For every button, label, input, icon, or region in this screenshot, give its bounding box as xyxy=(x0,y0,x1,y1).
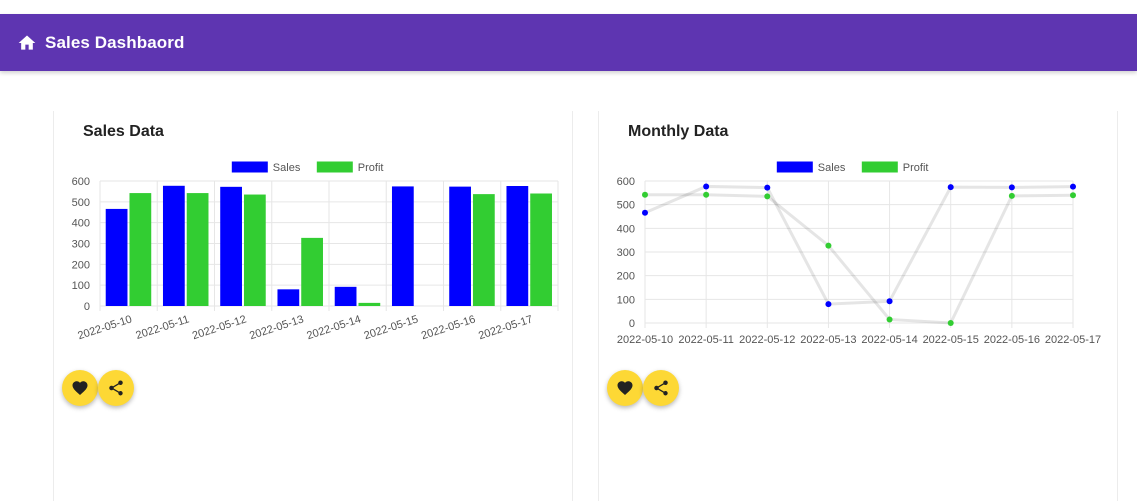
series-line-profit xyxy=(645,193,1074,325)
point-sales-2022-05-15 xyxy=(947,184,954,191)
x-tick-label: 2022-05-13 xyxy=(800,334,856,346)
legend-label-sales: Sales xyxy=(273,162,301,174)
y-tick-label: 200 xyxy=(72,259,90,271)
bar-sales-2022-05-14 xyxy=(334,286,357,306)
y-tick-label: 600 xyxy=(617,176,635,188)
like-button[interactable] xyxy=(62,370,98,406)
bar-sales-2022-05-17 xyxy=(506,186,529,306)
point-profit-2022-05-14 xyxy=(886,316,893,323)
share-icon xyxy=(654,380,668,396)
point-profit-2022-05-13 xyxy=(825,242,832,249)
y-tick-label: 300 xyxy=(72,239,90,251)
bar-profit-2022-05-13 xyxy=(301,237,323,306)
x-tick-label: 2022-05-15 xyxy=(363,313,420,342)
legend-label-sales: Sales xyxy=(818,162,846,174)
legend-swatch-sales xyxy=(776,161,813,173)
point-profit-2022-05-17 xyxy=(1070,192,1076,199)
bar-sales-2022-05-12 xyxy=(220,186,242,306)
y-tick-label: 300 xyxy=(617,247,635,259)
card-title: Sales Data xyxy=(83,123,164,140)
y-tick-label: 200 xyxy=(617,271,635,283)
share-button[interactable] xyxy=(98,370,134,406)
legend-swatch-profit xyxy=(861,161,898,173)
point-profit-2022-05-16 xyxy=(1008,192,1015,199)
y-tick-label: 500 xyxy=(617,200,635,212)
card-title: Monthly Data xyxy=(628,123,729,140)
x-tick-label: 2022-05-14 xyxy=(305,313,362,342)
point-sales-2022-05-12 xyxy=(764,184,771,191)
bar-profit-2022-05-16 xyxy=(472,194,495,306)
share-icon xyxy=(109,380,123,396)
x-tick-label: 2022-05-17 xyxy=(1045,334,1101,346)
bar-sales-2022-05-13 xyxy=(277,289,300,306)
y-tick-label: 600 xyxy=(72,176,90,188)
like-button[interactable] xyxy=(607,370,643,406)
point-sales-2022-05-13 xyxy=(825,301,832,308)
bar-profit-2022-05-10 xyxy=(129,193,152,306)
bar-profit-2022-05-14 xyxy=(358,302,381,306)
point-sales-2022-05-11 xyxy=(703,183,710,190)
y-tick-label: 400 xyxy=(617,223,635,235)
x-tick-label: 2022-05-11 xyxy=(134,313,190,342)
bar-profit-2022-05-11 xyxy=(186,193,209,306)
sales-data-card: Sales Data 0 100 200 300 400 500 600 2022-05-10… xyxy=(53,111,573,501)
x-tick-label: 2022-05-15 xyxy=(923,334,979,346)
bar-sales-2022-05-16 xyxy=(449,186,471,306)
y-tick-label: 100 xyxy=(72,280,90,292)
monthly-line-chart: 0 100 200 300 400 500 600 2022-05-10 2022-05-11 2… xyxy=(617,161,1101,346)
point-profit-2022-05-15 xyxy=(947,320,954,326)
point-sales-2022-05-17 xyxy=(1070,183,1076,190)
y-tick-label: 500 xyxy=(72,197,90,209)
legend-label-profit: Profit xyxy=(358,162,384,174)
home-icon[interactable] xyxy=(17,33,37,53)
point-profit-2022-05-12 xyxy=(764,193,771,200)
point-sales-2022-05-16 xyxy=(1008,184,1015,191)
bar-sales-2022-05-10 xyxy=(105,208,128,306)
point-profit-2022-05-10 xyxy=(642,191,648,198)
x-tick-label: 2022-05-16 xyxy=(984,334,1040,346)
x-tick-label: 2022-05-17 xyxy=(477,313,534,342)
heart-icon xyxy=(617,381,633,396)
x-tick-label: 2022-05-10 xyxy=(76,313,133,342)
legend-swatch-profit xyxy=(316,161,353,173)
point-sales-2022-05-10 xyxy=(642,209,648,216)
x-tick-label: 2022-05-13 xyxy=(248,313,305,342)
x-tick-label: 2022-05-16 xyxy=(420,313,477,342)
point-sales-2022-05-14 xyxy=(886,298,893,305)
app-title: Sales Dashbaord xyxy=(45,32,185,52)
bar-sales-2022-05-15 xyxy=(391,186,414,306)
legend-label-profit: Profit xyxy=(903,162,929,174)
bar-profit-2022-05-17 xyxy=(530,193,552,306)
series-line-sales xyxy=(644,184,1074,306)
x-tick-label: 2022-05-12 xyxy=(191,313,248,342)
x-tick-label: 2022-05-10 xyxy=(617,334,673,346)
x-tick-label: 2022-05-11 xyxy=(678,334,733,346)
y-tick-label: 100 xyxy=(617,294,635,306)
share-button[interactable] xyxy=(643,370,679,406)
legend-swatch-sales xyxy=(231,161,268,173)
y-tick-label: 400 xyxy=(72,218,90,230)
bar-sales-2022-05-11 xyxy=(162,185,185,306)
monthly-data-card: Monthly Data 0 100 200 300 400 500 600 2022-05-… xyxy=(598,111,1118,501)
point-profit-2022-05-11 xyxy=(703,191,710,198)
app-toolbar: Sales Dashbaord xyxy=(0,14,1137,71)
y-tick-label: 0 xyxy=(84,301,90,313)
top-spacer xyxy=(0,0,1137,14)
x-tick-label: 2022-05-14 xyxy=(861,334,917,346)
y-tick-label: 0 xyxy=(629,318,635,330)
x-tick-label: 2022-05-12 xyxy=(739,334,795,346)
bar-profit-2022-05-12 xyxy=(243,194,266,306)
heart-icon xyxy=(72,381,88,396)
